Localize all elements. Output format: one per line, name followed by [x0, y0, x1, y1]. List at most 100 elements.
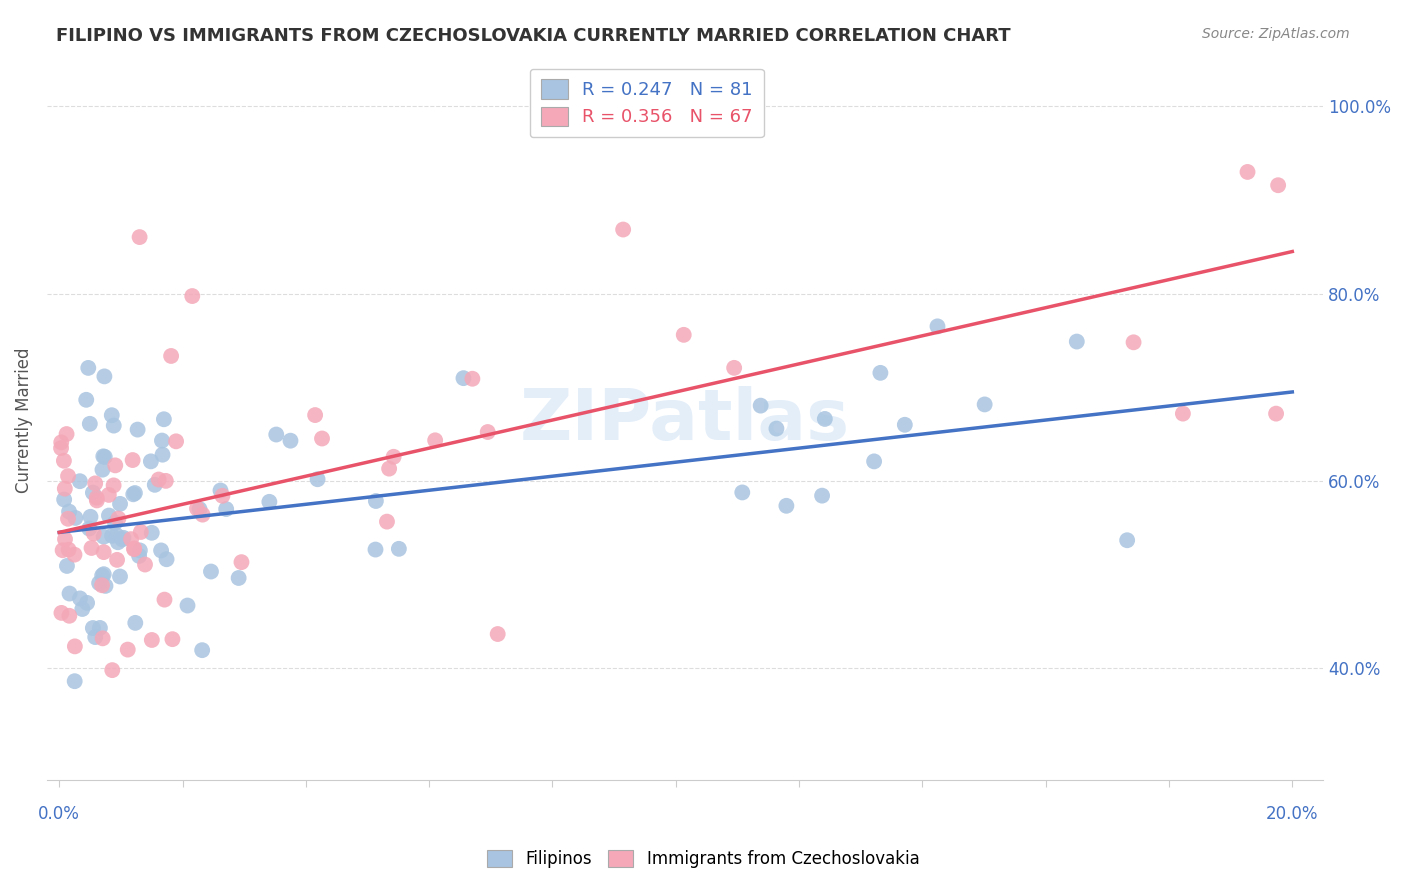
Point [128, 230, 150, 244]
Point [91, 450, 114, 464]
Text: ZIPatlas: ZIPatlas [520, 385, 851, 455]
Point [77, 360, 100, 375]
Point [176, 599, 198, 613]
Point [69, 474, 91, 488]
Text: Source: ZipAtlas.com: Source: ZipAtlas.com [1202, 27, 1350, 41]
Point [122, 541, 145, 556]
Point [52, 454, 75, 468]
Point [105, 528, 128, 542]
Point [191, 643, 214, 657]
Point [228, 571, 250, 585]
Point [49, 441, 72, 455]
Point [731, 485, 754, 500]
Point [152, 448, 174, 462]
Point [461, 372, 484, 386]
Point [775, 499, 797, 513]
Point [72, 602, 94, 616]
Point [56, 558, 79, 573]
Point [117, 642, 139, 657]
Text: 20.0%: 20.0% [1265, 805, 1319, 823]
Point [231, 555, 253, 569]
Point [723, 360, 745, 375]
Point [153, 412, 176, 426]
Point [105, 553, 128, 567]
Point [200, 565, 222, 579]
Point [83, 526, 105, 541]
Point [58, 505, 80, 519]
Point [86, 491, 108, 505]
Point [79, 509, 101, 524]
Point [124, 615, 146, 630]
Point [97, 488, 120, 502]
Point [143, 478, 166, 492]
Point [1066, 334, 1088, 349]
Point [111, 533, 134, 547]
Point [51, 435, 73, 450]
Point [91, 568, 114, 582]
Point [100, 408, 122, 422]
Point [191, 508, 214, 522]
Point [93, 530, 115, 544]
Point [477, 425, 499, 439]
Text: 0.0%: 0.0% [38, 805, 80, 823]
Point [63, 548, 86, 562]
Point [121, 453, 143, 467]
Point [155, 474, 177, 488]
Point [69, 591, 91, 606]
Point [188, 502, 211, 516]
Legend: Filipinos, Immigrants from Czechoslovakia: Filipinos, Immigrants from Czechoslovaki… [479, 843, 927, 875]
Point [103, 418, 125, 433]
Point [129, 524, 152, 539]
Point [153, 592, 176, 607]
Point [104, 516, 127, 530]
Point [811, 489, 834, 503]
Point [51, 606, 73, 620]
Point [382, 450, 405, 464]
Point [84, 630, 107, 644]
Point [453, 371, 475, 385]
Point [77, 522, 100, 536]
Point [120, 532, 142, 546]
Point [307, 472, 329, 486]
Point [76, 596, 98, 610]
Point [107, 535, 129, 549]
Point [264, 427, 287, 442]
Point [304, 408, 326, 422]
Point [58, 542, 80, 557]
Point [927, 319, 949, 334]
Point [162, 632, 184, 647]
Point [127, 423, 149, 437]
Point [63, 674, 86, 689]
Point [89, 621, 111, 635]
Point [139, 454, 162, 468]
Point [1348, 202, 1371, 217]
Point [378, 461, 401, 475]
Point [141, 632, 163, 647]
Point [209, 483, 232, 498]
Point [128, 549, 150, 563]
Point [97, 508, 120, 523]
Point [311, 432, 333, 446]
Point [364, 542, 387, 557]
Point [134, 558, 156, 572]
Point [150, 434, 173, 448]
Point [79, 417, 101, 431]
Point [91, 578, 114, 592]
Point [894, 417, 917, 432]
Point [749, 399, 772, 413]
Point [1116, 533, 1139, 548]
Point [122, 542, 145, 557]
Point [364, 494, 387, 508]
Point [53, 532, 76, 546]
Point [53, 482, 76, 496]
Point [58, 586, 80, 600]
Point [58, 608, 80, 623]
Point [1360, 165, 1382, 179]
Point [56, 469, 79, 483]
Point [155, 552, 177, 566]
Point [181, 289, 204, 303]
Point [612, 222, 634, 236]
Point [93, 369, 115, 384]
Point [128, 543, 150, 558]
Point [165, 434, 187, 449]
